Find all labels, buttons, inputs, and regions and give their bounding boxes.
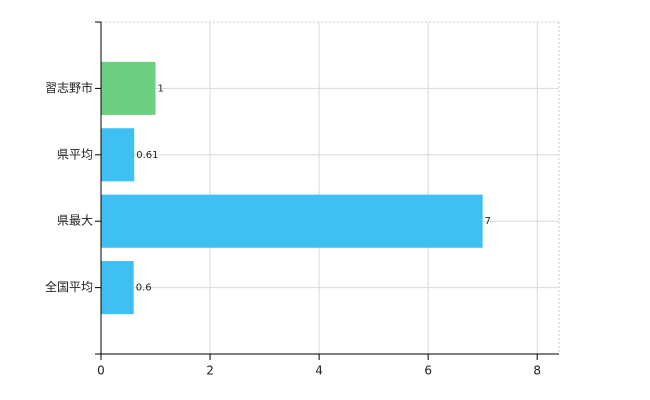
x-tick-label: 2 <box>206 364 214 378</box>
bar <box>101 61 156 115</box>
value-label: 1 <box>158 83 164 94</box>
value-label: 7 <box>485 216 491 227</box>
x-tick-label: 8 <box>533 364 541 378</box>
y-tick-label: 全国平均 <box>45 279 93 294</box>
bar <box>101 128 135 182</box>
y-tick-label: 県平均 <box>57 147 93 161</box>
value-label: 0.61 <box>136 150 158 161</box>
value-label: 0.6 <box>136 283 152 294</box>
x-tick-label: 0 <box>97 364 105 378</box>
x-tick-label: 6 <box>424 364 432 378</box>
x-tick-label: 4 <box>315 364 323 378</box>
bar <box>101 194 483 248</box>
y-tick-label: 習志野市 <box>45 80 93 95</box>
bar <box>101 261 134 315</box>
y-tick-label: 県最大 <box>57 214 93 228</box>
